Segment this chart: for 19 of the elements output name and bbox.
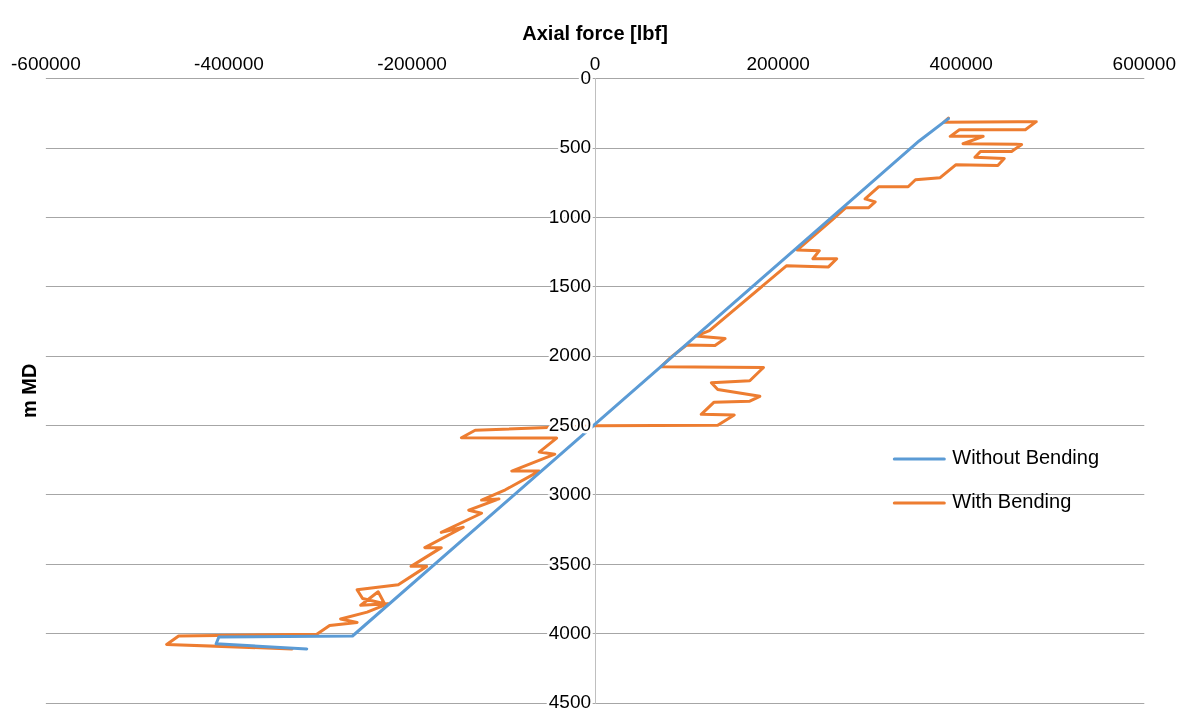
x-tick-label: 200000 [746, 52, 810, 74]
x-tick-label: -400000 [194, 52, 264, 74]
y-tick-label: 500 [559, 136, 592, 158]
x-tick-label: -200000 [377, 52, 447, 74]
y-tick-label: 0 [580, 67, 592, 89]
y-tick-label: 1000 [548, 205, 592, 227]
y-axis-title: m MD [17, 363, 40, 419]
y-tick-label: 2000 [548, 344, 592, 366]
y-tick-label: 4000 [548, 621, 592, 643]
y-tick-label: 4500 [548, 691, 592, 713]
y-tick-label: 3500 [548, 552, 592, 574]
x-axis-title: Axial force [lbf] [522, 21, 668, 44]
x-tick-label: 400000 [929, 52, 993, 74]
y-tick-label: 1500 [548, 275, 592, 297]
x-tick-label: -600000 [11, 52, 81, 74]
legend-label: Without Bending [952, 446, 1100, 469]
x-tick-label: 600000 [1112, 52, 1176, 74]
legend-label: With Bending [952, 490, 1072, 513]
y-tick-label: 3000 [548, 483, 592, 505]
